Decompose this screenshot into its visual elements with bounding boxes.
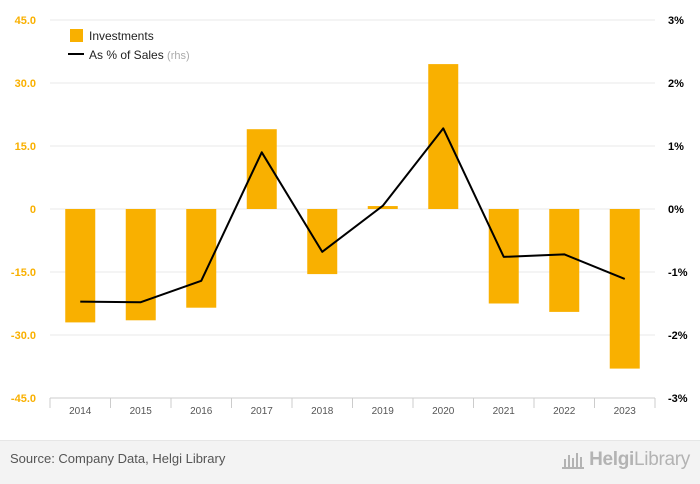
investment-bar [428, 64, 459, 209]
investment-bar [307, 209, 338, 275]
right-axis-tick-label: 2% [668, 78, 684, 90]
sales-percent-line [80, 127, 626, 304]
investment-bar [549, 209, 580, 312]
legend-rhs-note: (rhs) [167, 50, 190, 62]
left-axis-tick-label: -30.0 [11, 330, 36, 342]
left-axis-tick-label: -15.0 [11, 267, 36, 279]
x-axis-tick-label: 2021 [493, 406, 516, 417]
investment-bar [125, 209, 156, 321]
helgi-library-logo: HelgiLibrary [561, 447, 690, 473]
left-axis-tick-label: 30.0 [15, 78, 36, 90]
chart: 45.0 30.0 15.0 0 -15.0 -30.0 -45.0 3% 2% 1% 0% -1% -… [11, 15, 688, 417]
x-axis-tick-label: 2019 [372, 406, 395, 417]
logo-text-light: Library [634, 449, 690, 470]
x-axis-tick-label: 2014 [69, 406, 92, 417]
right-axis-tick-label: -1% [668, 267, 688, 279]
legend-label-investments: Investments [89, 29, 154, 43]
investment-bar [609, 209, 640, 369]
right-axis-tick-label: 1% [668, 141, 684, 153]
left-axis-tick-label: 0 [30, 204, 36, 216]
legend-label-sales-percent: As % of Sales (rhs) [89, 48, 190, 62]
x-axis-tick-label: 2015 [130, 406, 153, 417]
library-building-icon [562, 453, 585, 469]
left-axis-tick-label: -45.0 [11, 393, 36, 405]
x-axis-tick-label: 2022 [553, 406, 576, 417]
right-axis-tick-label: 3% [668, 15, 684, 27]
left-axis-tick-label: 45.0 [15, 15, 36, 27]
x-axis-tick-label: 2023 [614, 406, 637, 417]
left-axis-tick-label: 15.0 [15, 141, 36, 153]
x-axis-tick-label: 2017 [251, 406, 274, 417]
source-note: Source: Company Data, Helgi Library [10, 451, 226, 466]
x-axis-tick-label: 2016 [190, 406, 213, 417]
logo-text-bold: Helgi [589, 449, 635, 470]
right-axis-tick-label: -3% [668, 393, 688, 405]
legend-swatch-investments [70, 29, 83, 42]
investment-bar [65, 209, 96, 323]
right-axis-tick-label: 0% [668, 204, 684, 216]
right-axis-tick-label: -2% [668, 330, 688, 342]
footer-bar [0, 440, 700, 484]
x-axis-tick-label: 2018 [311, 406, 334, 417]
x-axis-tick-label: 2020 [432, 406, 455, 417]
investment-bar [367, 206, 398, 209]
